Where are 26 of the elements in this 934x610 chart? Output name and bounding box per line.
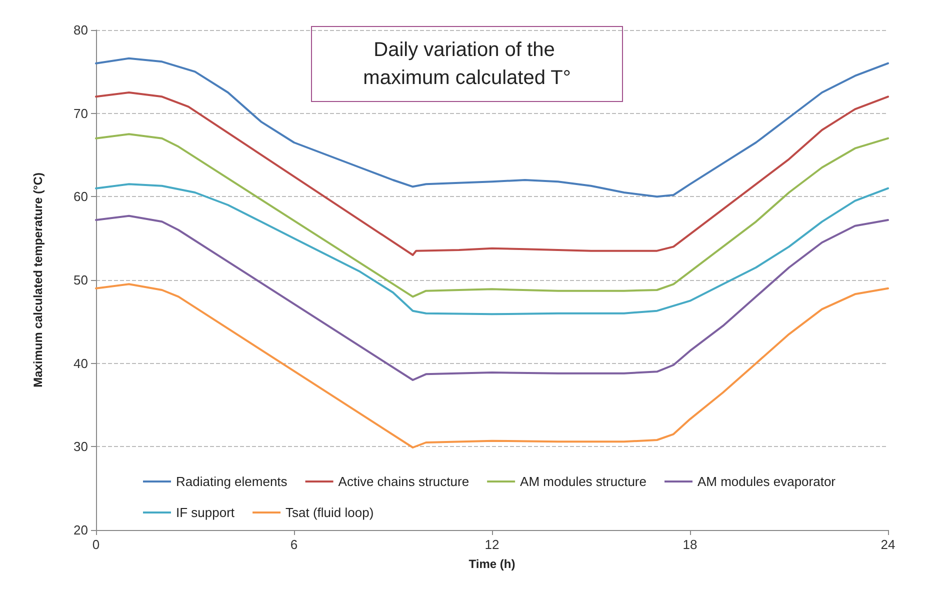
x-tick-label: 24 (880, 537, 896, 552)
legend-label: AM modules evaporator (697, 474, 836, 489)
y-tick-label: 80 (74, 22, 88, 38)
y-tick-label: 20 (74, 522, 88, 538)
text: Daily variation of the maximum calculated T° (363, 39, 571, 89)
y-tick-label: 30 (74, 439, 88, 454)
x-axis-title: Time (h) (468, 557, 516, 571)
y-tick-label: 50 (74, 272, 88, 288)
legend-label: Radiating elements (176, 474, 288, 489)
y-tick-label: 40 (74, 356, 88, 371)
line-series (95, 283, 889, 448)
line-series (95, 133, 889, 298)
y-axis-title: Maximum calculated temperature (°C) (31, 172, 45, 388)
legend-label: AM modules structure (520, 474, 646, 489)
line-series (95, 183, 889, 316)
y-tick-label: 70 (74, 106, 88, 121)
y-tick-label: 60 (74, 189, 88, 204)
line-series (95, 92, 889, 256)
legend-label: Tsat (fluid loop) (286, 505, 374, 520)
x-tick-label: 6 (290, 537, 298, 552)
legend-label: IF support (176, 505, 235, 520)
x-tick-label: 18 (682, 537, 698, 552)
x-tick-label: 12 (484, 537, 500, 552)
line-series (95, 214, 889, 381)
legend-label: Active chains structure (338, 474, 470, 489)
x-tick-label: 0 (92, 537, 100, 552)
